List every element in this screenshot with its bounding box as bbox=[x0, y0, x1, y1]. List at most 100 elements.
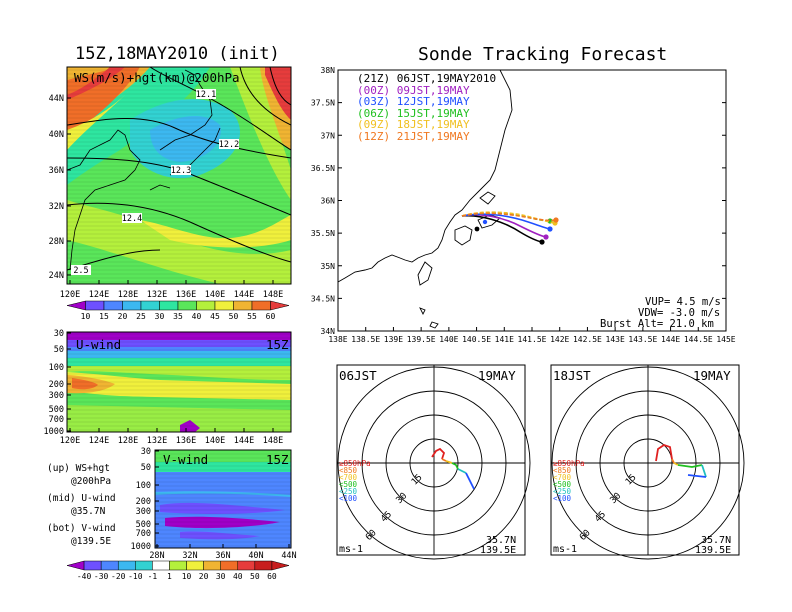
colorbar-tick: -20 bbox=[111, 572, 126, 581]
colorbar-swatch bbox=[140, 300, 160, 311]
track-lon-tick: 140.5E bbox=[462, 335, 491, 344]
colorbar-swatch bbox=[251, 300, 271, 311]
hodo-level-label: <500 bbox=[553, 480, 572, 489]
colorbar-tick: 55 bbox=[247, 312, 257, 321]
hodo2-time: 18JST bbox=[553, 368, 591, 383]
v-panel-label: V-wind bbox=[163, 452, 209, 467]
colorbar-swatch bbox=[135, 560, 153, 571]
u-p-tick: 100 bbox=[49, 363, 64, 373]
hodograph-trace bbox=[441, 458, 447, 462]
track-lat-tick: 37.5N bbox=[311, 99, 335, 108]
map-lat-tick: 32N bbox=[49, 202, 64, 212]
param-burst: Burst Alt= 21.0 km bbox=[600, 318, 714, 330]
u-lon-tick: 132E bbox=[147, 436, 167, 446]
colorbar-tick: -1 bbox=[148, 572, 158, 581]
hodograph-trace bbox=[671, 458, 675, 464]
colorbar-swatch bbox=[83, 560, 102, 571]
colorbar-swatch bbox=[196, 300, 216, 311]
note-mid-1: (mid) U-wind bbox=[47, 493, 116, 504]
hodograph-trace bbox=[673, 462, 679, 466]
map-lat-tick: 40N bbox=[49, 130, 64, 140]
map-lon-tick: 124E bbox=[89, 290, 109, 300]
colorbar-swatch bbox=[203, 560, 221, 571]
contour-label: 12.1 bbox=[196, 90, 216, 100]
note-bot-2: @139.5E bbox=[71, 536, 112, 547]
colorbar-swatch bbox=[169, 560, 187, 571]
track-lat-tick: 36N bbox=[321, 197, 336, 206]
v-p-tick: 500 bbox=[136, 520, 151, 530]
u-lon-tick: 148E bbox=[263, 436, 283, 446]
colorbar-swatch bbox=[117, 560, 136, 571]
map-lat-tick: 24N bbox=[49, 271, 64, 281]
burst-point bbox=[543, 234, 549, 240]
hodo2-unit: ms-1 bbox=[553, 544, 578, 555]
note-up-1: (up) WS+hgt bbox=[47, 463, 110, 474]
colorbar-tick: 10 bbox=[182, 572, 192, 581]
colorbar-swatch bbox=[233, 300, 253, 311]
colorbar-tick: -10 bbox=[128, 572, 143, 581]
colorbar-swatch bbox=[66, 300, 86, 311]
v-lat-tick: 28N bbox=[149, 551, 164, 561]
v-lat-tick: 44N bbox=[281, 551, 296, 561]
track-lat-tick: 34N bbox=[321, 327, 336, 336]
hodo-level-label: ≥850hPa bbox=[339, 459, 371, 468]
colorbar-tick: 60 bbox=[266, 312, 276, 321]
hodo1-loc1: 35.7N bbox=[486, 535, 517, 546]
colorbar-tick: 40 bbox=[192, 312, 202, 321]
track-lon-tick: 138.5E bbox=[351, 335, 380, 344]
colorbar-swatch bbox=[122, 300, 142, 311]
u-lon-tick: 140E bbox=[205, 436, 225, 446]
track-lon-tick: 144.5E bbox=[684, 335, 713, 344]
colorbar-swatch bbox=[237, 560, 256, 571]
track-lon-tick: 141.5E bbox=[518, 335, 547, 344]
u-p-tick: 300 bbox=[49, 391, 64, 401]
hodograph-trace bbox=[687, 474, 707, 478]
v-p-tick: 30 bbox=[141, 447, 151, 457]
contour-label: 12.4 bbox=[122, 214, 142, 224]
track-lon-tick: 139E bbox=[384, 335, 403, 344]
track-legend-item: (03Z) 12JST,19MAY bbox=[357, 95, 470, 108]
hodo2-loc2: 139.5E bbox=[695, 545, 732, 556]
hodo-level-label: ≥850hPa bbox=[553, 459, 585, 468]
launch-point bbox=[474, 226, 480, 232]
track-legend-item: (06Z) 15JST,19MAY bbox=[357, 106, 470, 120]
track-line bbox=[461, 213, 547, 238]
map-panel-label: WS(m/s)+hgt(km)@200hPa bbox=[74, 70, 240, 85]
colorbar-tick: 25 bbox=[136, 312, 146, 321]
track-line bbox=[461, 212, 557, 222]
v-p-tick: 300 bbox=[136, 507, 151, 517]
v-lat-tick: 36N bbox=[215, 551, 230, 561]
hodo2-loc1: 35.7N bbox=[701, 535, 732, 546]
v-p-tick: 50 bbox=[141, 463, 151, 473]
hodograph-trace bbox=[465, 472, 475, 490]
colorbar-tick: 60 bbox=[267, 572, 277, 581]
track-legend-item: (00Z) 09JST,19MAY bbox=[357, 83, 470, 97]
colorbar-tick: 35 bbox=[173, 312, 183, 321]
track-lon-tick: 140E bbox=[439, 335, 458, 344]
map-lon-tick: 120E bbox=[60, 290, 80, 300]
hodograph-trace bbox=[701, 464, 707, 478]
v-p-tick: 700 bbox=[136, 529, 151, 539]
colorbar-tick: -30 bbox=[94, 572, 109, 581]
map-shading bbox=[67, 67, 291, 284]
colorbar-tick: 20 bbox=[118, 312, 128, 321]
map-lat-tick: 28N bbox=[49, 237, 64, 247]
u-p-tick: 1000 bbox=[44, 427, 64, 437]
ws-colorbar: 10 15 20 25 30 35 40 45 50 55 60 bbox=[66, 300, 290, 321]
colorbar-tick: 20 bbox=[199, 572, 209, 581]
hodo-level-label: <250 bbox=[553, 487, 572, 496]
v-p-tick: 1000 bbox=[131, 542, 151, 552]
u-lon-tick: 144E bbox=[234, 436, 254, 446]
track-legend-item: (12Z) 21JST,19MAY bbox=[357, 129, 470, 143]
map-lon-tick: 144E bbox=[234, 290, 254, 300]
u-p-tick: 700 bbox=[49, 415, 64, 425]
hodograph-trace bbox=[655, 444, 673, 462]
colorbar-swatch bbox=[152, 560, 170, 571]
hodo-level-label: <850 bbox=[553, 466, 572, 475]
hodograph-frame bbox=[550, 364, 740, 556]
colorbar-swatch bbox=[159, 300, 179, 311]
v-lat-tick: 32N bbox=[182, 551, 197, 561]
track-lon-tick: 142E bbox=[550, 335, 569, 344]
v-panel-time: 15Z bbox=[266, 452, 289, 467]
